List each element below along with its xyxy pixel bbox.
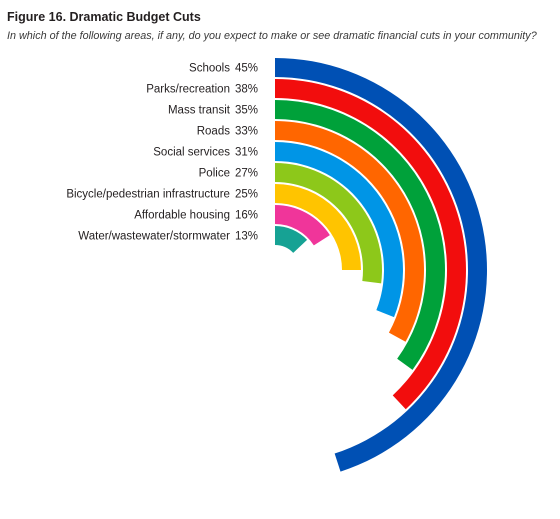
label-social-services: Social services 31% bbox=[153, 147, 258, 159]
arc-police bbox=[275, 163, 383, 284]
arc-affordable-housing bbox=[275, 205, 330, 246]
category-label: Mass transit bbox=[168, 105, 231, 117]
value-label: 31% bbox=[235, 147, 258, 159]
chart-subtitle: In which of the following areas, if any,… bbox=[7, 30, 537, 42]
label-schools: Schools 45% bbox=[189, 63, 258, 75]
label-mass-transit: Mass transit 35% bbox=[168, 105, 258, 117]
category-label: Social services bbox=[153, 147, 230, 159]
labels-layer: Schools 45% Parks/recreation 38% Mass transi… bbox=[66, 63, 258, 243]
value-label: 35% bbox=[235, 105, 258, 117]
value-label: 16% bbox=[235, 210, 258, 222]
category-label: Roads bbox=[197, 126, 230, 138]
arcs-layer bbox=[275, 58, 488, 472]
value-label: 13% bbox=[235, 231, 258, 243]
arc-parks-recreation bbox=[275, 79, 466, 410]
category-label: Water/wastewater/stormwater bbox=[78, 231, 230, 243]
chart-title: Figure 16. Dramatic Budget Cuts bbox=[7, 10, 201, 24]
label-affordable-housing: Affordable housing 16% bbox=[134, 210, 258, 222]
category-label: Affordable housing bbox=[134, 210, 230, 222]
label-roads: Roads 33% bbox=[197, 126, 258, 138]
arc-water-wastewater-stormwater bbox=[275, 226, 308, 253]
category-label: Bicycle/pedestrian infrastructure bbox=[66, 189, 230, 201]
category-label: Schools bbox=[189, 63, 230, 75]
category-label: Police bbox=[199, 168, 230, 180]
label-bicycle-pedestrian-infrastructure: Bicycle/pedestrian infrastructure 25% bbox=[66, 189, 258, 201]
label-parks-recreation: Parks/recreation 38% bbox=[146, 84, 258, 96]
arc-mass-transit bbox=[275, 100, 445, 370]
category-label: Parks/recreation bbox=[146, 84, 230, 96]
arc-roads bbox=[275, 121, 424, 342]
label-police: Police 27% bbox=[199, 168, 258, 180]
value-label: 38% bbox=[235, 84, 258, 96]
value-label: 33% bbox=[235, 126, 258, 138]
value-label: 27% bbox=[235, 168, 258, 180]
value-label: 45% bbox=[235, 63, 258, 75]
value-label: 25% bbox=[235, 189, 258, 201]
arc-social-services bbox=[275, 142, 403, 318]
arc-bicycle-pedestrian-infrastructure bbox=[275, 184, 361, 270]
label-water-wastewater-stormwater: Water/wastewater/stormwater 13% bbox=[78, 231, 258, 243]
